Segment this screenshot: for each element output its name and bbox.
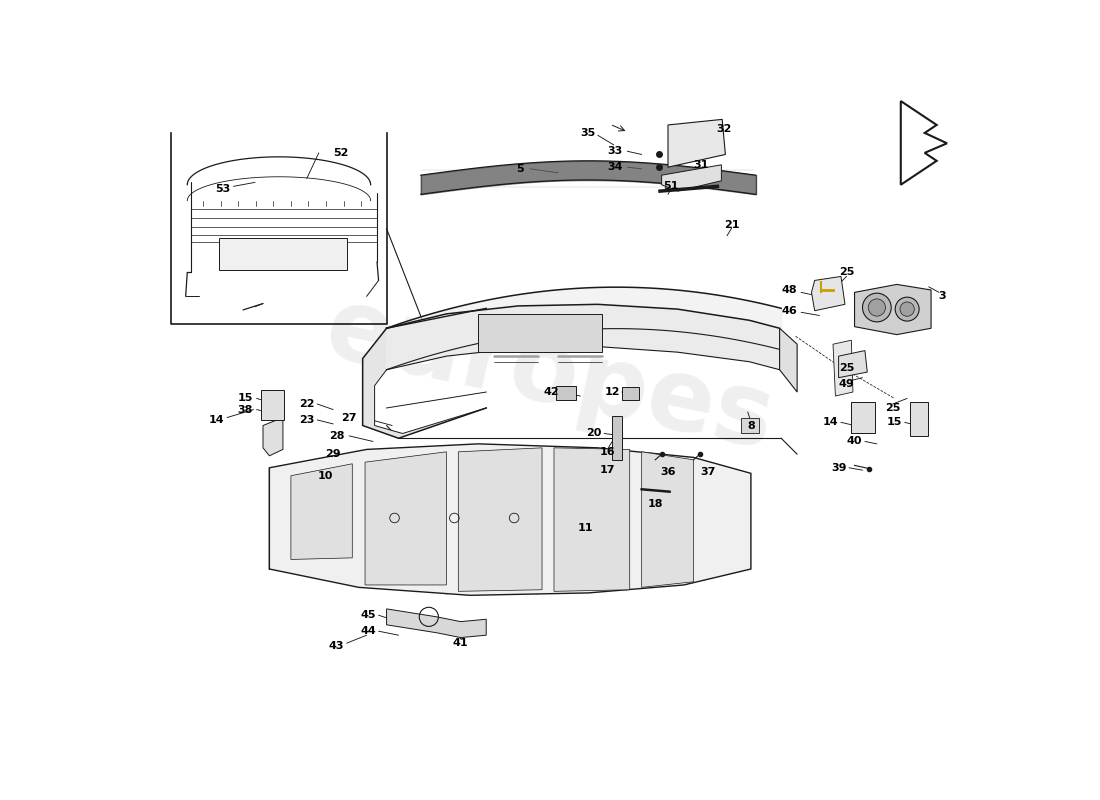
Text: 49: 49 [838,379,855,389]
Text: 48: 48 [781,285,798,295]
Bar [262,390,284,420]
Bar [613,416,621,460]
Text: 12: 12 [604,387,620,397]
Bar [478,314,602,352]
Text: 39: 39 [830,462,846,473]
Text: 15: 15 [238,394,253,403]
Text: 11: 11 [579,522,594,533]
Polygon shape [386,304,780,370]
Polygon shape [855,285,931,334]
Text: 25: 25 [839,267,855,278]
Text: 17: 17 [600,465,615,475]
Text: 44: 44 [361,626,376,636]
Text: 36: 36 [660,466,675,477]
Text: 37: 37 [701,466,715,477]
Text: europes: europes [317,282,783,471]
Text: 53: 53 [216,184,231,194]
Text: 25: 25 [886,403,901,413]
Text: a place for parts since 1985: a place for parts since 1985 [385,467,587,524]
Bar [851,402,876,434]
Polygon shape [363,328,486,438]
Polygon shape [290,464,352,559]
Polygon shape [780,328,798,392]
Text: 28: 28 [329,431,345,441]
Text: 5: 5 [516,164,524,174]
Polygon shape [838,350,867,378]
Text: 42: 42 [543,387,560,397]
Circle shape [868,299,886,316]
Polygon shape [263,418,283,456]
Polygon shape [641,452,693,587]
Text: 34: 34 [607,162,623,172]
Circle shape [895,297,920,321]
Text: 40: 40 [847,437,862,446]
Text: 51: 51 [663,182,679,191]
Text: 20: 20 [586,429,602,438]
Polygon shape [833,340,853,396]
Polygon shape [668,119,725,167]
Polygon shape [554,448,629,591]
Text: 21: 21 [724,220,739,230]
Text: 31: 31 [694,160,710,170]
Polygon shape [812,277,845,310]
Text: 15: 15 [887,418,902,427]
Text: 25: 25 [839,363,855,373]
Bar [911,402,928,436]
Polygon shape [661,165,722,191]
Polygon shape [741,418,759,434]
Text: 46: 46 [781,306,798,316]
Text: 16: 16 [600,447,615,457]
Polygon shape [270,444,751,595]
Polygon shape [386,609,486,638]
Polygon shape [459,448,542,591]
Text: 23: 23 [299,415,315,425]
Text: 10: 10 [318,470,333,481]
Text: 14: 14 [823,418,838,427]
Text: 14: 14 [209,415,224,425]
Text: 52: 52 [333,148,349,158]
Circle shape [900,302,914,316]
Text: 45: 45 [361,610,376,620]
Text: 22: 22 [299,399,315,409]
Text: 29: 29 [326,450,341,459]
Bar [557,386,576,400]
Polygon shape [365,452,447,585]
Text: 43: 43 [329,641,344,650]
Text: 18: 18 [648,498,663,509]
Bar [219,238,346,270]
Text: 32: 32 [716,124,732,134]
Text: 3: 3 [938,291,946,302]
Circle shape [862,293,891,322]
Bar [621,387,639,400]
Text: 8: 8 [747,421,755,430]
Text: 41: 41 [453,638,469,648]
Text: 35: 35 [581,128,596,138]
Text: 33: 33 [607,146,623,156]
Text: 38: 38 [238,405,253,414]
Text: 27: 27 [341,413,356,422]
